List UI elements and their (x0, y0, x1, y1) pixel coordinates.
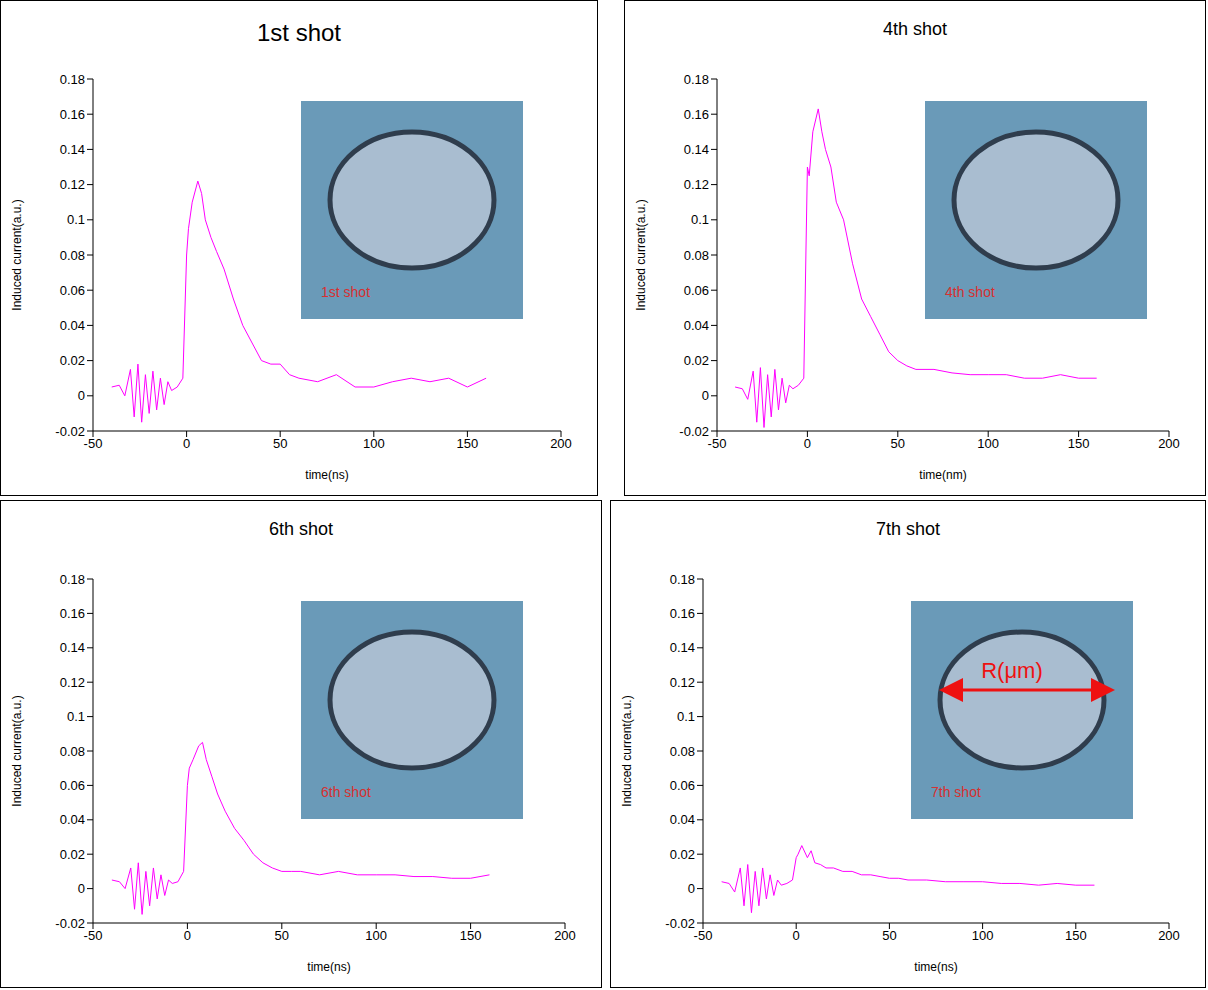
svg-text:0.04: 0.04 (684, 318, 709, 333)
svg-text:0.12: 0.12 (60, 177, 85, 192)
svg-text:0: 0 (78, 881, 85, 896)
svg-text:0: 0 (183, 436, 190, 451)
svg-text:0.02: 0.02 (60, 847, 85, 862)
svg-text:0.1: 0.1 (67, 709, 85, 724)
svg-text:0.08: 0.08 (684, 248, 709, 263)
svg-text:0.02: 0.02 (60, 353, 85, 368)
svg-text:0.08: 0.08 (60, 248, 85, 263)
svg-text:0.08: 0.08 (670, 744, 695, 759)
svg-text:0.16: 0.16 (60, 606, 85, 621)
svg-text:0.06: 0.06 (60, 283, 85, 298)
svg-text:-0.02: -0.02 (665, 916, 695, 931)
svg-text:-50: -50 (708, 436, 727, 451)
svg-text:0.18: 0.18 (60, 572, 85, 587)
html-text:1st shot: 1st shot (257, 19, 341, 46)
svg-text:150: 150 (457, 436, 479, 451)
svg-text:100: 100 (972, 928, 994, 943)
svg-text:Induced current(a.u.): Induced current(a.u.) (620, 695, 634, 806)
svg-text:-0.02: -0.02 (55, 916, 85, 931)
svg-text:50: 50 (275, 928, 289, 943)
svg-text:200: 200 (1158, 436, 1180, 451)
svg-text:0.12: 0.12 (670, 675, 695, 690)
svg-text:0.04: 0.04 (60, 812, 85, 827)
svg-text:150: 150 (460, 928, 482, 943)
html-text:7th shot: 7th shot (876, 519, 940, 539)
svg-text:200: 200 (1158, 928, 1180, 943)
svg-text:0.14: 0.14 (670, 640, 695, 655)
svg-text:6th shot: 6th shot (321, 784, 371, 800)
svg-text:100: 100 (977, 436, 999, 451)
svg-text:0.12: 0.12 (684, 177, 709, 192)
svg-text:-50: -50 (84, 436, 103, 451)
svg-text:0.02: 0.02 (684, 353, 709, 368)
svg-text:0.14: 0.14 (60, 142, 85, 157)
svg-text:200: 200 (554, 928, 576, 943)
svg-text:100: 100 (365, 928, 387, 943)
svg-text:0.1: 0.1 (691, 212, 709, 227)
svg-text:0.1: 0.1 (677, 709, 695, 724)
svg-text:0: 0 (688, 881, 695, 896)
svg-text:Induced current(a.u.): Induced current(a.u.) (10, 695, 24, 806)
svg-text:0: 0 (793, 928, 800, 943)
svg-text:0.1: 0.1 (67, 212, 85, 227)
html-text:6th shot: 6th shot (269, 519, 333, 539)
svg-text:50: 50 (891, 436, 905, 451)
html-text:4th shot: 4th shot (883, 19, 947, 39)
svg-text:0.12: 0.12 (60, 675, 85, 690)
svg-text:0.18: 0.18 (684, 72, 709, 87)
svg-text:0.14: 0.14 (684, 142, 709, 157)
svg-text:0.16: 0.16 (60, 107, 85, 122)
svg-text:0.18: 0.18 (670, 572, 695, 587)
svg-text:7th shot: 7th shot (931, 784, 981, 800)
svg-text:R(μm): R(μm) (981, 658, 1043, 683)
svg-text:time(nm): time(nm) (919, 468, 966, 482)
svg-text:0.06: 0.06 (670, 778, 695, 793)
svg-text:0.08: 0.08 (60, 744, 85, 759)
svg-text:100: 100 (363, 436, 385, 451)
svg-text:0.06: 0.06 (684, 283, 709, 298)
svg-text:time(ns): time(ns) (305, 468, 348, 482)
svg-text:0: 0 (184, 928, 191, 943)
svg-text:50: 50 (882, 928, 896, 943)
svg-text:0.16: 0.16 (670, 606, 695, 621)
svg-text:4th shot: 4th shot (945, 284, 995, 300)
svg-text:150: 150 (1065, 928, 1087, 943)
svg-text:-0.02: -0.02 (679, 424, 709, 439)
svg-text:50: 50 (273, 436, 287, 451)
svg-text:0: 0 (804, 436, 811, 451)
svg-text:-50: -50 (694, 928, 713, 943)
svg-text:200: 200 (550, 436, 572, 451)
svg-text:150: 150 (1068, 436, 1090, 451)
svg-text:0.06: 0.06 (60, 778, 85, 793)
svg-text:time(ns): time(ns) (914, 960, 957, 974)
svg-text:0: 0 (702, 388, 709, 403)
svg-text:0.04: 0.04 (670, 812, 695, 827)
svg-text:1st shot: 1st shot (321, 284, 370, 300)
svg-text:0.14: 0.14 (60, 640, 85, 655)
svg-text:0.04: 0.04 (60, 318, 85, 333)
svg-text:0.16: 0.16 (684, 107, 709, 122)
svg-text:-0.02: -0.02 (55, 424, 85, 439)
svg-text:0: 0 (78, 388, 85, 403)
svg-text:Induced current(a.u.): Induced current(a.u.) (634, 199, 648, 310)
svg-text:time(ns): time(ns) (307, 960, 350, 974)
svg-text:0.02: 0.02 (670, 847, 695, 862)
svg-text:Induced current(a.u.): Induced current(a.u.) (10, 199, 24, 310)
svg-text:-50: -50 (84, 928, 103, 943)
svg-text:0.18: 0.18 (60, 72, 85, 87)
